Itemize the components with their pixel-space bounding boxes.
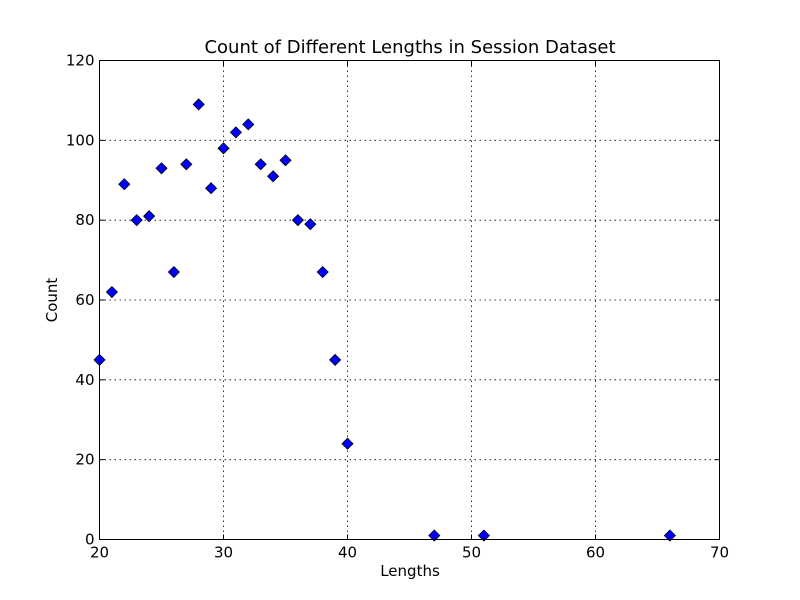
data-point [242,118,255,131]
data-point [341,437,354,450]
data-point [155,162,168,175]
data-point [118,178,131,191]
data-point [105,285,118,299]
data-point [167,265,180,279]
data-point [291,214,304,227]
x-axis-tick-labels: 20 30 40 50 60 70 [90,544,729,562]
data-point [192,98,205,111]
data-point [217,142,230,155]
data-points [93,98,676,542]
x-tick-label: 60 [586,544,605,562]
x-tick-label: 50 [462,544,481,562]
data-point [180,158,193,171]
y-tick-label: 80 [75,211,94,229]
data-point [229,126,242,139]
data-point [254,158,267,171]
data-point [663,529,676,542]
y-tick-label: 40 [75,371,94,389]
data-point [279,154,292,167]
plot-frame [99,60,720,540]
y-tick-label: 120 [66,52,95,70]
data-point [329,353,342,366]
data-point [143,210,156,223]
data-point [267,170,280,183]
data-point [130,214,143,227]
y-tick-label: 100 [66,131,95,149]
data-point [316,265,329,279]
y-tick-label: 0 [85,531,95,549]
y-tick-label: 60 [75,291,94,309]
data-point [477,529,490,542]
y-axis-tick-labels: 0 20 40 60 80 100 120 [66,52,95,549]
x-tick-label: 70 [710,544,729,562]
grid [99,60,720,540]
x-axis-label: Lengths [380,562,440,580]
x-tick-label: 30 [214,544,233,562]
data-point [428,529,441,542]
data-point [304,218,317,231]
y-axis-label: Count [43,278,61,323]
data-point [205,182,218,195]
y-tick-label: 20 [75,451,94,469]
chart-title: Count of Different Lengths in Session Da… [204,37,615,58]
x-tick-label: 20 [90,544,109,562]
x-tick-label: 40 [338,544,357,562]
